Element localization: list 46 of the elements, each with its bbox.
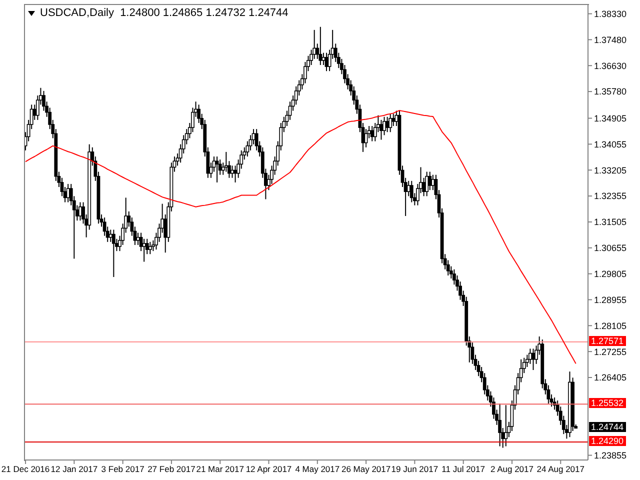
y-tick-label: 1.31505 (594, 217, 627, 228)
x-tick-label: 24 Aug 2017 (536, 464, 585, 474)
ref-line-label: 1.27571 (589, 336, 626, 346)
x-tick-label: 2 Aug 2017 (490, 464, 534, 474)
y-tick-label: 1.28955 (594, 294, 627, 305)
candlestick (534, 345, 538, 364)
y-tick-label: 1.28105 (594, 320, 627, 331)
candlestick (288, 101, 292, 120)
ref-line-label: 1.25532 (589, 398, 626, 408)
y-tick-label: 1.30655 (594, 243, 627, 254)
candlestick (230, 165, 234, 178)
candlestick (112, 229, 116, 278)
y-tick-label: 1.27255 (594, 346, 627, 357)
x-tick-label: 11 Jul 2017 (442, 464, 486, 474)
x-tick-label: 4 May 2017 (295, 464, 340, 474)
y-tick-label: 1.29805 (594, 268, 627, 279)
y-tick-label: 1.35780 (594, 86, 627, 97)
chart-title: USDCAD,Daily 1.24800 1.24865 1.24732 1.24744 (40, 7, 288, 19)
candlestick (108, 229, 112, 242)
candlestick (312, 29, 316, 60)
y-tick-label: 1.26405 (594, 372, 627, 383)
candlestick (160, 203, 164, 234)
y-tick-label: 1.36630 (594, 60, 627, 71)
x-tick-label: 21 Mar 2017 (196, 464, 244, 474)
y-tick-label: 1.34905 (594, 113, 627, 124)
line-series (25, 110, 576, 364)
y-tick-label: 1.33205 (594, 165, 627, 176)
x-tick-label: 26 May 2017 (341, 464, 391, 474)
y-tick-label: 1.38330 (594, 8, 627, 19)
x-tick-label: 12 Jan 2017 (50, 464, 98, 474)
candlestick (248, 134, 252, 151)
x-tick-label: 3 Feb 2017 (101, 464, 145, 474)
x-tick-label: 21 Dec 2016 (1, 464, 50, 474)
y-tick-label: 1.32355 (594, 191, 627, 202)
x-tick-label: 19 Jun 2017 (391, 464, 438, 474)
x-tick-label: 27 Feb 2017 (148, 464, 196, 474)
text: 1.24744 (589, 422, 626, 432)
y-tick-label: 1.37480 (594, 34, 627, 45)
candlestick (528, 348, 532, 364)
x-tick-label: 12 Apr 2017 (246, 464, 292, 474)
y-tick-label: 1.34055 (594, 139, 627, 150)
candlestick (221, 162, 225, 176)
ref-line-label: 1.24290 (589, 436, 626, 446)
y-tick-label: 1.23855 (594, 450, 627, 460)
candlestick (228, 160, 231, 178)
candlestick (498, 403, 502, 447)
